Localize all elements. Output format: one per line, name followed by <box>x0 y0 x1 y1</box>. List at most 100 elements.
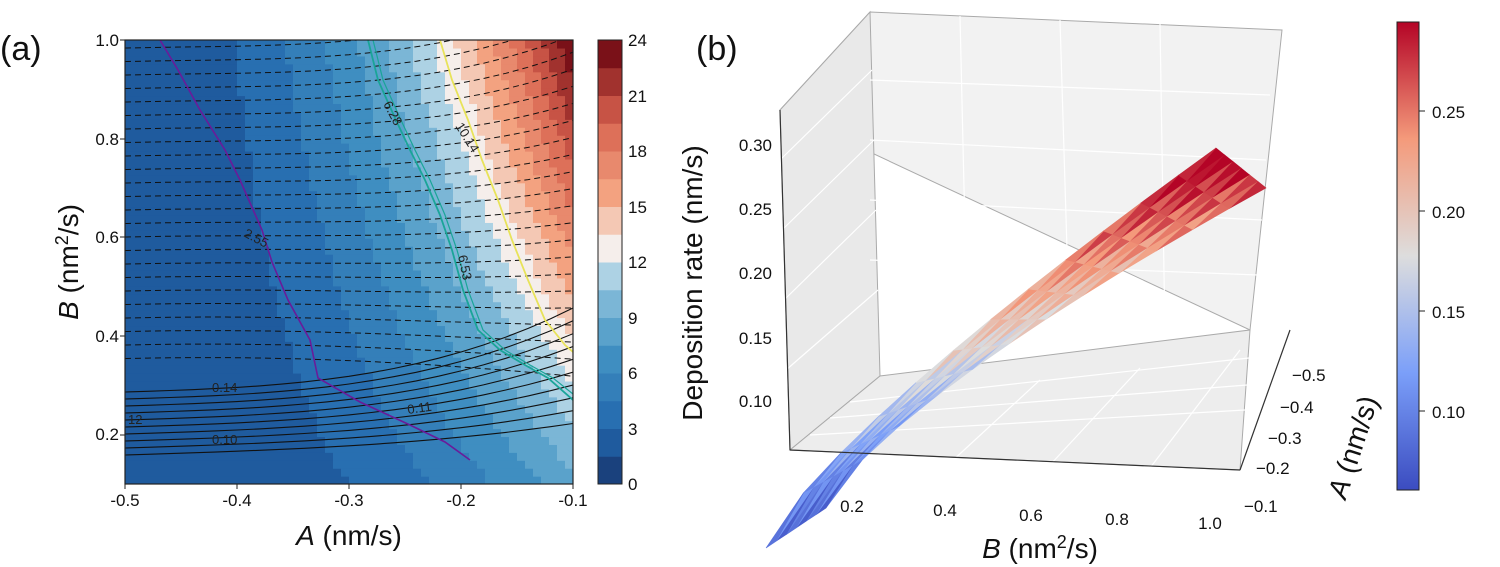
heatmap-cell <box>301 119 310 128</box>
y-tick-a-4: 1.0 <box>95 31 119 50</box>
heatmap-cell <box>341 444 350 453</box>
heatmap-cell <box>173 190 182 200</box>
heatmap-cell <box>229 87 238 97</box>
heatmap-cell <box>357 158 366 168</box>
heatmap-cell <box>149 246 158 255</box>
heatmap-cell <box>333 262 342 271</box>
heatmap-cell <box>285 365 294 374</box>
heatmap-cell <box>149 301 158 311</box>
heatmap-cell <box>493 119 502 128</box>
heatmap-cell <box>445 301 454 311</box>
heatmap-cell <box>293 380 302 390</box>
heatmap-cell <box>357 452 366 461</box>
heatmap-cell <box>181 365 190 374</box>
heatmap-cell <box>357 476 366 484</box>
heatmap-cell <box>173 436 182 445</box>
heatmap-cell <box>397 151 406 160</box>
heatmap-cell <box>541 230 550 239</box>
heatmap-cell <box>389 333 398 342</box>
heatmap-cell <box>173 40 182 49</box>
heatmap-cell <box>565 412 573 422</box>
heatmap-cell <box>181 127 190 136</box>
heatmap-cell <box>301 468 310 477</box>
heatmap-cell <box>253 135 262 144</box>
heatmap-cell <box>533 388 542 398</box>
heatmap-cell <box>293 135 302 144</box>
heatmap-cell <box>453 460 462 469</box>
heatmap-cell <box>325 190 334 200</box>
heatmap-cell <box>229 325 238 334</box>
heatmap-cell <box>565 79 573 89</box>
heatmap-cell <box>261 428 270 438</box>
heatmap-cell <box>533 254 542 263</box>
heatmap-cell <box>189 388 198 398</box>
heatmap-cell <box>141 388 150 398</box>
heatmap-cell <box>429 380 438 390</box>
heatmap-cell <box>133 373 142 382</box>
heatmap-cell <box>365 238 374 247</box>
heatmap-cell <box>205 373 214 382</box>
heatmap-cell <box>557 428 566 438</box>
colorbar-a-level <box>598 123 622 152</box>
heatmap-cell <box>429 285 438 295</box>
heatmap-cell <box>221 420 230 430</box>
heatmap-cell <box>181 357 190 366</box>
heatmap-cell <box>125 365 134 374</box>
heatmap-cell <box>213 436 222 445</box>
heatmap-cell <box>429 95 438 105</box>
heatmap-cell <box>445 103 454 112</box>
heatmap-cell <box>245 341 254 350</box>
heatmap-cell <box>493 269 502 279</box>
heatmap-cell <box>461 71 470 81</box>
heatmap-cell <box>285 103 294 112</box>
heatmap-cell <box>365 444 374 453</box>
contour-teal <box>367 40 573 401</box>
heatmap-cell <box>261 325 270 334</box>
heatmap-cell <box>509 182 518 192</box>
heatmap-cell <box>453 420 462 430</box>
heatmap-cell <box>549 246 558 255</box>
heatmap-cell <box>493 468 502 477</box>
heatmap-cell <box>309 420 318 430</box>
heatmap-cell <box>293 277 302 287</box>
heatmap-cell <box>245 63 254 73</box>
heatmap-cell <box>429 63 438 73</box>
heatmap-cell <box>405 174 414 184</box>
heatmap-cell <box>477 119 486 128</box>
heatmap-cell <box>229 151 238 160</box>
heatmap-cell <box>285 55 294 65</box>
heatmap-cell <box>197 262 206 271</box>
heatmap-cell <box>437 333 446 342</box>
heatmap-cell <box>557 55 566 65</box>
heatmap-cell <box>149 190 158 200</box>
heatmap-cell <box>357 357 366 366</box>
heatmap-cell <box>125 119 134 128</box>
heatmap-cell <box>541 277 550 287</box>
heatmap-cell <box>397 373 406 382</box>
heatmap-cell <box>485 380 494 390</box>
heatmap-cell <box>333 143 342 152</box>
heatmap-cell <box>565 309 573 319</box>
heatmap-cell <box>565 341 573 350</box>
heatmap-cell <box>357 230 366 239</box>
heatmap-cell <box>157 127 166 136</box>
heatmap-cell <box>469 476 478 484</box>
heatmap-cell <box>341 285 350 295</box>
heatmap-cell <box>389 468 398 477</box>
heatmap-cell <box>261 309 270 319</box>
heatmap-cell <box>413 365 422 374</box>
heatmap-cell <box>229 301 238 311</box>
heatmap-cell <box>317 254 326 263</box>
heatmap-cell <box>541 357 550 366</box>
heatmap-cell <box>149 143 158 152</box>
heatmap-cell <box>221 158 230 168</box>
heatmap-cell <box>261 301 270 311</box>
heatmap-cell <box>373 127 382 136</box>
heatmap-cell <box>221 174 230 184</box>
heatmap-cell <box>277 174 286 184</box>
heatmap-cell <box>317 127 326 136</box>
cbar-b-tick-2: 0.20 <box>1432 203 1465 222</box>
heatmap-cell <box>381 373 390 382</box>
heatmap-cell <box>213 309 222 319</box>
heatmap-cell <box>133 151 142 160</box>
